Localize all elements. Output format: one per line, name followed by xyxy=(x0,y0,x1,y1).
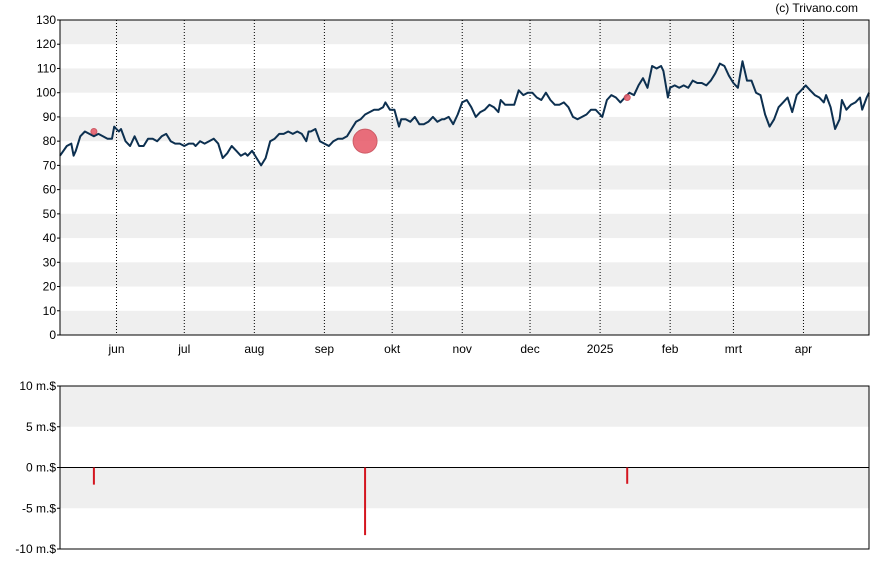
grid-band xyxy=(60,262,869,287)
x-tick-label: aug xyxy=(244,342,264,356)
y-tick-label: 50 xyxy=(43,207,57,221)
x-tick-label: feb xyxy=(662,342,679,356)
y-tick-label: 70 xyxy=(43,158,57,172)
x-tick-label: jun xyxy=(107,342,124,356)
grid-band xyxy=(60,165,869,190)
grid-band xyxy=(60,68,869,93)
x-tick-label: mrt xyxy=(725,342,743,356)
flow-y-tick-label: 10 m.$ xyxy=(19,379,56,393)
x-tick-label: okt xyxy=(384,342,401,356)
price-frame xyxy=(59,19,870,336)
y-tick-label: 30 xyxy=(43,255,57,269)
y-tick-label: 120 xyxy=(36,37,56,51)
x-tick-label: nov xyxy=(453,342,472,356)
x-tick-label: jul xyxy=(177,342,190,356)
y-tick-label: 110 xyxy=(37,61,56,75)
x-tick-label: dec xyxy=(520,342,539,356)
y-tick-label: 40 xyxy=(43,231,57,245)
y-tick-label: 100 xyxy=(36,86,56,100)
y-tick-label: 10 xyxy=(43,304,57,318)
y-tick-label: 130 xyxy=(36,13,56,27)
trade-marker xyxy=(90,127,98,135)
x-tick-label: sep xyxy=(315,342,335,356)
grid-band xyxy=(60,20,869,45)
y-tick-label: 80 xyxy=(43,134,57,148)
x-tick-label: 2025 xyxy=(587,342,614,356)
trade-marker xyxy=(352,128,378,154)
price-series-line xyxy=(59,60,870,167)
grid-band xyxy=(60,310,869,335)
flow-panel: 10 m.$ 5 m.$ 0 m.$ -5 m.$ -10 m.$ xyxy=(15,379,870,556)
grid-band xyxy=(60,386,869,427)
flow-y-tick-label: 0 m.$ xyxy=(26,461,56,475)
y-tick-label: 0 xyxy=(49,328,56,342)
flow-y-tick-label: -5 m.$ xyxy=(22,501,56,515)
grid-band xyxy=(60,467,869,509)
flow-y-tick-label: 5 m.$ xyxy=(26,420,56,434)
trade-marker xyxy=(623,94,631,102)
y-tick-label: 20 xyxy=(43,280,57,294)
flow-y-tick-label: -10 m.$ xyxy=(15,542,56,556)
price-panel: jun jul aug sep okt nov dec 2025 feb mrt apr 0 10 20 3… xyxy=(36,13,870,356)
grid-band xyxy=(60,213,869,239)
grid-band xyxy=(60,116,869,142)
y-tick-label: 60 xyxy=(43,183,57,197)
copyright-label: (c) Trivano.com xyxy=(775,1,858,15)
x-tick-label: apr xyxy=(795,342,812,356)
flow-frame xyxy=(59,385,870,550)
y-tick-label: 90 xyxy=(43,110,57,124)
